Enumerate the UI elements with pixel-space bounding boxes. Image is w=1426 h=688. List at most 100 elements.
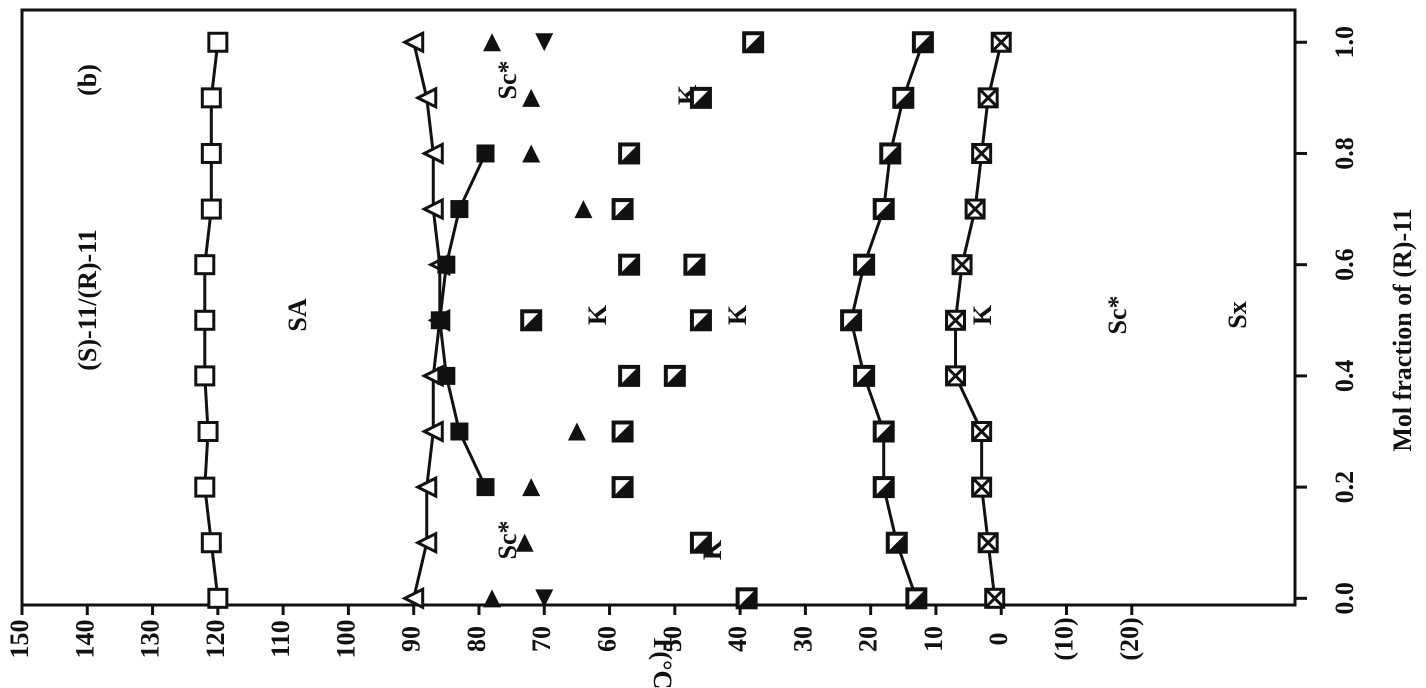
marker-shape [476, 144, 495, 163]
marker-shape [894, 88, 913, 107]
point [476, 144, 495, 163]
point [567, 422, 586, 441]
marker-shape [984, 588, 1005, 609]
point [522, 478, 541, 497]
point [194, 365, 216, 387]
point [964, 198, 986, 220]
marker-shape [887, 533, 906, 552]
point [689, 309, 712, 332]
marker-shape [430, 311, 449, 330]
point [414, 86, 438, 110]
point [520, 309, 543, 332]
marker-shape [476, 478, 495, 497]
x-tick-label: 70 [527, 626, 556, 652]
x-tick-label: 60 [593, 626, 622, 652]
point [611, 476, 634, 499]
point [872, 198, 895, 221]
annotation: (S)-11/(R)-11 [73, 229, 102, 371]
point [872, 420, 895, 443]
x-tick-label: 20 [854, 626, 883, 652]
marker-shape [691, 311, 710, 330]
x-tick-label: 40 [723, 626, 752, 652]
point [200, 198, 222, 220]
point [450, 200, 469, 219]
x-tick-label: (10) [1049, 617, 1078, 660]
point [522, 88, 541, 107]
marker-shape [691, 88, 710, 107]
marker-shape [450, 200, 469, 219]
point [990, 31, 1012, 53]
x-tick-label: 120 [201, 620, 230, 659]
marker-shape [522, 88, 541, 107]
point [401, 30, 425, 54]
marker-shape [401, 30, 425, 54]
point [476, 478, 495, 497]
point [420, 420, 444, 443]
x-tick-label: 100 [331, 620, 360, 659]
point [689, 86, 712, 109]
point [945, 365, 967, 387]
point [977, 87, 999, 109]
marker-shape [194, 309, 216, 331]
point [911, 31, 934, 54]
x-tick-label: 30 [788, 626, 817, 652]
point [683, 253, 706, 276]
marker-shape [437, 255, 456, 274]
marker-shape [971, 421, 992, 442]
marker-shape [978, 532, 999, 553]
point [892, 86, 915, 109]
point [515, 533, 534, 552]
point [663, 364, 686, 387]
x-tick-label: 150 [5, 620, 34, 659]
x-tick-label: 110 [266, 620, 295, 658]
annotation: K [968, 304, 997, 325]
point [207, 31, 229, 53]
point [200, 532, 222, 554]
marker-shape [420, 197, 444, 221]
point [951, 254, 973, 276]
x-tick-label: 10 [919, 626, 948, 652]
point [905, 587, 928, 610]
y-axis-title: Mol fraction of (R)-11 [1388, 208, 1417, 451]
x-tick-label: 130 [136, 620, 165, 659]
marker-shape [613, 478, 632, 497]
point [872, 476, 895, 499]
marker-shape [874, 422, 893, 441]
marker-shape [907, 589, 926, 608]
point [420, 142, 444, 165]
marker-shape [414, 475, 438, 499]
x-axis-title: T(°C) [648, 634, 677, 688]
marker-shape [194, 254, 216, 276]
marker-shape [874, 478, 893, 497]
marker-shape [855, 255, 874, 274]
marker-shape [207, 31, 229, 53]
x-tick-label: 140 [70, 620, 99, 659]
marker-shape [842, 311, 861, 330]
point [735, 587, 758, 610]
y-tick-label: 1.0 [1330, 26, 1359, 59]
point [971, 421, 993, 443]
marker-shape [197, 421, 219, 443]
point [574, 200, 593, 219]
marker-shape [414, 531, 438, 555]
point [483, 33, 502, 52]
point [977, 532, 999, 554]
marker-shape [613, 200, 632, 219]
x-tick-label: 90 [397, 626, 426, 652]
y-tick-label: 0.6 [1330, 248, 1359, 281]
point [197, 421, 219, 443]
point [945, 309, 967, 331]
point [971, 476, 993, 498]
marker-shape [978, 87, 999, 108]
marker-shape [200, 87, 222, 109]
point [200, 87, 222, 109]
point [194, 309, 216, 331]
point [853, 364, 876, 387]
y-tick-label: 0.2 [1330, 471, 1359, 504]
marker-shape [535, 589, 554, 608]
marker-shape [737, 589, 756, 608]
marker-shape [522, 311, 541, 330]
point [879, 142, 902, 165]
marker-shape [450, 422, 469, 441]
